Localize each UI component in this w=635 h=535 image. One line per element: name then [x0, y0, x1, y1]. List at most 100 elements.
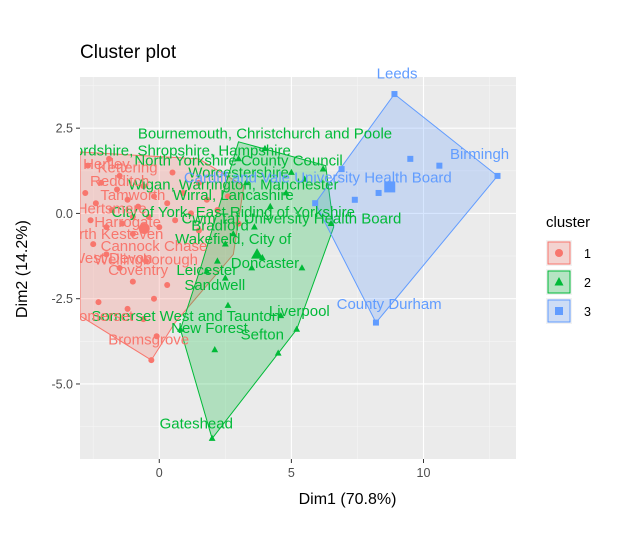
cluster-2-center — [251, 248, 264, 259]
point-label: County Durham — [337, 296, 442, 313]
cluster-2-point — [298, 264, 306, 271]
point-label: Wellingborough — [94, 252, 198, 269]
cluster-2-point — [293, 325, 301, 332]
cluster-1-point — [164, 200, 171, 207]
cluster-1-point — [214, 207, 221, 214]
point-label: Tamworth — [100, 187, 165, 204]
cluster-2-point — [277, 311, 285, 319]
point-label: Herefordshire, Shropshire, Hampshire — [38, 142, 291, 159]
cluster-2-point — [301, 175, 309, 182]
legend-entry-label: 3 — [584, 305, 591, 319]
grid-major — [80, 77, 516, 459]
cluster-3-point — [375, 189, 382, 196]
point-label: North Yorkshire County Council — [134, 153, 342, 170]
legend: 1 2 3 — [546, 240, 591, 324]
cluster-3-point — [312, 200, 319, 207]
cluster-1-point — [187, 210, 194, 217]
cluster-2-point — [266, 202, 274, 210]
panel-background — [80, 77, 516, 459]
point-label: Leicester — [176, 262, 237, 279]
legend-entry-label: 1 — [584, 247, 591, 261]
cluster-1-point — [135, 203, 142, 210]
point-label: City of York, East Riding of Yorkshire — [112, 204, 355, 221]
cluster-1-point — [129, 278, 136, 285]
cluster-2-point — [221, 274, 229, 281]
cluster-1-point — [180, 189, 187, 196]
point-label: Worcestershire — [188, 165, 289, 182]
cluster-1-point — [143, 258, 150, 265]
point-label: Sefton — [241, 327, 284, 344]
legend-title: cluster — [546, 214, 591, 231]
y-tick-label: -5.0 — [51, 377, 73, 391]
point-label: Somerset West and Taunton — [91, 308, 280, 325]
cluster-3-point — [338, 166, 345, 173]
cluster-1-point — [129, 213, 136, 220]
cluster-1-point — [140, 183, 147, 190]
x-axis-label: Dim1 (70.8%) — [298, 491, 397, 508]
cluster-2-point — [261, 144, 269, 152]
cluster-1-point — [148, 357, 155, 364]
point-label: Somerset — [69, 308, 134, 325]
point-label: Wakefield, City of — [175, 231, 292, 248]
cluster-1-point — [235, 220, 242, 227]
point-label: Kettering — [98, 160, 158, 177]
cluster-1-center — [138, 223, 150, 235]
point-label: Harrogate — [94, 214, 161, 231]
panel-bottom-mask — [0, 459, 635, 535]
point-label: Bournemouth, Christchurch and Poole — [138, 125, 392, 142]
cluster-2-point — [229, 230, 237, 237]
cluster-1-point — [116, 172, 123, 179]
cluster-2-point — [235, 155, 242, 162]
grid-minor — [80, 77, 516, 459]
point-label: Bromsgrove — [108, 332, 189, 349]
point-label: Leeds — [377, 66, 418, 83]
axes: 0 5 10 2.5 0.0 -2.5 -5.0 — [51, 122, 430, 480]
cluster-3-point — [351, 196, 358, 203]
x-tick-label: 10 — [417, 466, 431, 480]
y-tick-label: 0.0 — [56, 207, 73, 221]
cluster-1-point — [203, 196, 210, 203]
cluster-1-point — [82, 189, 89, 196]
cluster-1-point — [150, 193, 157, 200]
cluster-1-point — [87, 217, 94, 224]
cluster-2-point — [319, 165, 327, 172]
cluster-2-point — [221, 240, 229, 247]
cluster-hulls — [79, 93, 499, 440]
y-tick-label: 2.5 — [56, 122, 73, 136]
cluster-1-point — [92, 200, 99, 207]
cluster-2-point — [203, 267, 211, 274]
cluster-2-point — [248, 264, 256, 271]
legend-entry-label: 2 — [584, 276, 591, 290]
cluster-2-point — [327, 219, 335, 227]
point-label: Gateshead — [160, 415, 233, 432]
cluster-2-hull — [179, 141, 335, 440]
cluster-3-point — [436, 162, 443, 169]
cluster-1-point — [103, 224, 110, 231]
cluster-2-point — [251, 223, 258, 230]
point-label: Henley — [83, 156, 130, 173]
point-label: New Forest — [171, 320, 249, 337]
panel-right-mask — [516, 200, 536, 500]
y-axis-label: Dim2 (14.2%) — [14, 220, 31, 318]
cluster-2-point — [211, 346, 219, 353]
cluster-1-point — [113, 186, 120, 193]
cluster-1-hull — [79, 151, 245, 361]
panel-left-mask — [0, 0, 80, 535]
point-label: Redditch — [90, 173, 149, 190]
cluster-1-point — [84, 162, 91, 169]
cluster-points — [82, 91, 501, 441]
legend-marker-3 — [555, 307, 563, 315]
cluster-1-point — [124, 196, 131, 203]
cluster-1-point — [90, 241, 97, 248]
cluster-2-point — [243, 178, 250, 186]
point-label: Cardiff and Vale University Health Board — [184, 170, 452, 187]
cluster-1-point — [145, 213, 152, 220]
cluster-3-point — [372, 319, 379, 326]
cluster-3-center — [384, 181, 396, 193]
cluster-1-point — [195, 179, 202, 186]
cluster-2-point — [282, 189, 290, 196]
cluster-1-point — [119, 220, 126, 227]
cluster-1-point — [106, 155, 113, 162]
cluster-1-point — [129, 230, 136, 237]
cluster-1-point — [116, 265, 123, 271]
